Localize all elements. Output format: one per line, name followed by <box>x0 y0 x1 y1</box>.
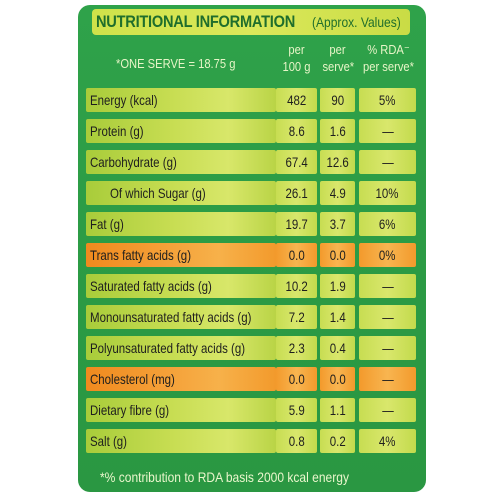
value-per-serve: 1.9 <box>320 274 355 298</box>
nutrient-label: Monounsaturated fatty acids (g) <box>86 305 276 329</box>
value-per-100g: 10.2 <box>276 274 317 298</box>
nutrient-label: Carbohydrate (g) <box>86 150 276 174</box>
value-rda: 0% <box>359 243 416 267</box>
value-per-100g: 0.0 <box>276 367 317 391</box>
column-header-per-100g-line2: 100 g <box>282 59 311 74</box>
value-rda: — <box>359 150 416 174</box>
nutrient-label: Salt (g) <box>86 429 276 453</box>
value-rda: 10% <box>359 181 416 205</box>
column-header-per-serve: per serve* <box>320 41 355 75</box>
value-per-serve: 0.0 <box>320 243 355 267</box>
value-per-serve: 4.9 <box>320 181 355 205</box>
table-row: Trans fatty acids (g) 0.0 0.0 0% <box>86 243 418 267</box>
nutrition-panel: NUTRITIONAL INFORMATION (Approx. Values)… <box>78 5 426 492</box>
panel-title: NUTRITIONAL INFORMATION <box>96 12 296 31</box>
nutrient-label: Of which Sugar (g) <box>86 181 276 205</box>
value-per-serve: 0.2 <box>320 429 355 453</box>
nutrient-label: Polyunsaturated fatty acids (g) <box>86 336 276 360</box>
nutrient-label: Protein (g) <box>86 119 276 143</box>
value-per-100g: 19.7 <box>276 212 317 236</box>
table-row: Energy (kcal) 482 90 5% <box>86 88 418 112</box>
value-rda: — <box>359 119 416 143</box>
value-per-100g: 482 <box>276 88 317 112</box>
serve-size: *ONE SERVE = 18.75 g <box>116 56 236 71</box>
value-rda: 6% <box>359 212 416 236</box>
table-row: Dietary fibre (g) 5.9 1.1 — <box>86 398 418 422</box>
footnote: *% contribution to RDA basis 2000 kcal e… <box>100 469 349 485</box>
value-per-serve: 12.6 <box>320 150 355 174</box>
table-row: Polyunsaturated fatty acids (g) 2.3 0.4 … <box>86 336 418 360</box>
value-per-100g: 0.0 <box>276 243 317 267</box>
table-row: Cholesterol (mg) 0.0 0.0 — <box>86 367 418 391</box>
column-header-per-100g: per 100 g <box>276 41 317 75</box>
value-per-100g: 26.1 <box>276 181 317 205</box>
table-row: Fat (g) 19.7 3.7 6% <box>86 212 418 236</box>
nutrient-label: Saturated fatty acids (g) <box>86 274 276 298</box>
value-per-100g: 0.8 <box>276 429 317 453</box>
value-per-serve: 0.0 <box>320 367 355 391</box>
value-rda: — <box>359 367 416 391</box>
value-rda: 4% <box>359 429 416 453</box>
table-row: Salt (g) 0.8 0.2 4% <box>86 429 418 453</box>
table-row: Carbohydrate (g) 67.4 12.6 — <box>86 150 418 174</box>
nutrient-label: Cholesterol (mg) <box>86 367 276 391</box>
table-row: Protein (g) 8.6 1.6 — <box>86 119 418 143</box>
nutrient-label: Trans fatty acids (g) <box>86 243 276 267</box>
value-per-serve: 1.4 <box>320 305 355 329</box>
column-header-per-100g-line1: per <box>288 42 305 57</box>
column-header-rda-line1: % RDA⁻ <box>367 42 410 57</box>
value-per-serve: 3.7 <box>320 212 355 236</box>
nutrient-label: Dietary fibre (g) <box>86 398 276 422</box>
nutrient-label: Fat (g) <box>86 212 276 236</box>
value-per-100g: 5.9 <box>276 398 317 422</box>
value-rda: — <box>359 305 416 329</box>
value-rda: — <box>359 398 416 422</box>
value-per-serve: 0.4 <box>320 336 355 360</box>
value-per-serve: 1.6 <box>320 119 355 143</box>
value-per-serve: 1.1 <box>320 398 355 422</box>
column-header-per-serve-line1: per <box>329 42 346 57</box>
panel-subtitle: (Approx. Values) <box>312 14 401 30</box>
table-row: Saturated fatty acids (g) 10.2 1.9 — <box>86 274 418 298</box>
value-per-100g: 2.3 <box>276 336 317 360</box>
value-per-100g: 7.2 <box>276 305 317 329</box>
column-header-rda-line2: per serve* <box>363 59 414 74</box>
table-row: Monounsaturated fatty acids (g) 7.2 1.4 … <box>86 305 418 329</box>
title-bar: NUTRITIONAL INFORMATION (Approx. Values) <box>92 9 410 35</box>
value-rda: — <box>359 336 416 360</box>
value-rda: — <box>359 274 416 298</box>
value-per-serve: 90 <box>320 88 355 112</box>
value-per-100g: 8.6 <box>276 119 317 143</box>
nutrient-label: Energy (kcal) <box>86 88 276 112</box>
table-row: Of which Sugar (g) 26.1 4.9 10% <box>86 181 418 205</box>
column-header-rda: % RDA⁻ per serve* <box>357 41 420 75</box>
value-per-100g: 67.4 <box>276 150 317 174</box>
column-header-per-serve-line2: serve* <box>322 59 355 74</box>
value-rda: 5% <box>359 88 416 112</box>
